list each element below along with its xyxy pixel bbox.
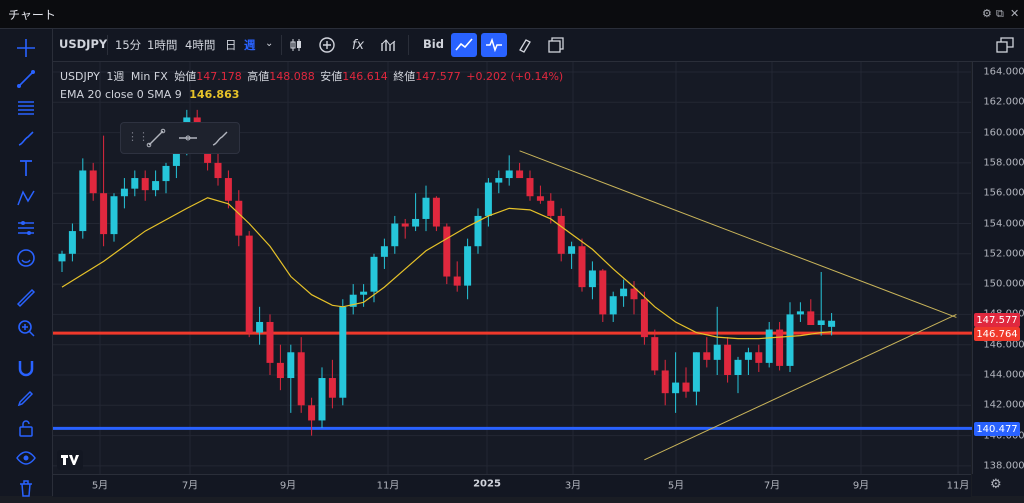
top-toolbar: USDJPY 15分 1時間 4時間 日 週 ⌄ fx Bid bbox=[53, 29, 1024, 62]
price-axis[interactable] bbox=[972, 62, 1024, 474]
time-tick-label: 11月 bbox=[376, 480, 400, 492]
legend-indicator[interactable]: EMA 20 close 0 SMA 9 146.863 bbox=[60, 88, 239, 101]
zoom-icon[interactable] bbox=[8, 313, 44, 343]
time-axis[interactable] bbox=[53, 474, 971, 497]
eye-icon[interactable] bbox=[8, 443, 44, 473]
current-price-tag: 147.577 bbox=[974, 313, 1020, 327]
trash-icon[interactable] bbox=[8, 473, 44, 503]
lock-icon[interactable] bbox=[8, 413, 44, 443]
time-tick-label: 7月 bbox=[181, 480, 199, 492]
time-tick-label: 9月 bbox=[279, 480, 297, 492]
time-tick-label: 9月 bbox=[852, 480, 870, 492]
ruler-icon[interactable] bbox=[8, 283, 44, 313]
brush-icon[interactable] bbox=[8, 123, 44, 153]
pencil-lock-icon[interactable] bbox=[8, 383, 44, 413]
red-line-price-tag: 146.764 bbox=[974, 327, 1020, 341]
time-tick-label: 5月 bbox=[91, 480, 109, 492]
price-tick-label: 160.000 bbox=[983, 127, 1024, 139]
legend-close-label: 終値 bbox=[393, 70, 416, 83]
close-icon[interactable]: ✕ bbox=[1010, 7, 1020, 20]
interval-dropdown-icon[interactable]: ⌄ bbox=[265, 38, 274, 49]
trendline-icon[interactable] bbox=[8, 64, 44, 94]
window-title-bar: チャート ⚙ ⧉ ✕ bbox=[0, 0, 1024, 29]
indicators-icon[interactable]: fx bbox=[351, 37, 365, 53]
price-tick-label: 146.000 bbox=[983, 339, 1024, 351]
price-tick-label: 142.000 bbox=[983, 399, 1024, 411]
fullscreen-icon[interactable] bbox=[992, 33, 1018, 57]
price-tick-label: 138.000 bbox=[983, 460, 1024, 472]
settings-icon[interactable]: ⚙ bbox=[982, 7, 992, 20]
interval-1h[interactable]: 1時間 bbox=[147, 38, 178, 52]
legend-low-label: 安値 bbox=[320, 70, 343, 83]
time-tick-label: 2025 bbox=[473, 478, 501, 490]
floating-drawing-toolbar: ⋮⋮ bbox=[120, 122, 240, 154]
legend-low: 146.614 bbox=[342, 70, 388, 83]
legend-interval: 1週 bbox=[106, 70, 125, 83]
interval-4h[interactable]: 4時間 bbox=[185, 38, 216, 52]
text-icon[interactable] bbox=[8, 153, 44, 183]
interval-1w[interactable]: 週 bbox=[244, 38, 256, 52]
candles-icon[interactable] bbox=[283, 33, 309, 57]
interval-15m[interactable]: 15分 bbox=[115, 38, 142, 52]
price-tick-label: 150.000 bbox=[983, 278, 1024, 290]
emoji-icon[interactable] bbox=[8, 243, 44, 273]
magnet-icon[interactable] bbox=[8, 353, 44, 383]
price-tick-label: 144.000 bbox=[983, 369, 1024, 381]
legend-ohlc: USDJPY 1週 Min FX 始値147.178 高値148.088 安値1… bbox=[60, 68, 563, 84]
window-title: チャート bbox=[8, 8, 56, 22]
legend-close: 147.577 bbox=[415, 70, 461, 83]
replay-icon[interactable] bbox=[481, 33, 507, 57]
layout-icon[interactable] bbox=[543, 33, 569, 57]
tradingview-logo[interactable] bbox=[57, 450, 83, 470]
legend-open-label: 始値 bbox=[174, 70, 197, 83]
divider bbox=[408, 35, 409, 55]
symbol-search[interactable]: USDJPY bbox=[59, 37, 108, 51]
price-tick-label: 156.000 bbox=[983, 187, 1024, 199]
indicator-value: 146.863 bbox=[189, 88, 240, 101]
legend-change: +0.202 (+0.14%) bbox=[466, 70, 564, 83]
time-tick-label: 5月 bbox=[667, 480, 685, 492]
add-compare-icon[interactable] bbox=[314, 33, 340, 57]
divider bbox=[107, 35, 108, 55]
price-tick-label: 164.000 bbox=[983, 66, 1024, 78]
drag-handle-icon[interactable]: ⋮⋮ bbox=[127, 130, 149, 143]
fib-icon[interactable] bbox=[8, 93, 44, 123]
legend-open: 147.178 bbox=[196, 70, 242, 83]
pattern-icon[interactable] bbox=[8, 183, 44, 213]
clear-icon[interactable] bbox=[512, 33, 538, 57]
crosshair-icon[interactable] bbox=[8, 33, 44, 63]
time-tick-label: 7月 bbox=[763, 480, 781, 492]
templates-icon[interactable] bbox=[376, 33, 402, 57]
indicator-name: EMA 20 close 0 SMA 9 bbox=[60, 88, 182, 101]
legend-high-label: 高値 bbox=[247, 70, 270, 83]
float-brush-icon[interactable] bbox=[209, 127, 231, 153]
price-tick-label: 154.000 bbox=[983, 218, 1024, 229]
line-chart-icon[interactable] bbox=[451, 33, 477, 57]
legend-symbol: USDJPY bbox=[60, 70, 100, 83]
settings-gear-icon[interactable]: ⚙ bbox=[990, 477, 1002, 492]
drawing-toolbar bbox=[0, 29, 53, 497]
axis-corner: ⚙ bbox=[972, 474, 1024, 496]
float-trendline-icon[interactable] bbox=[145, 127, 167, 153]
popout-icon[interactable]: ⧉ bbox=[996, 7, 1004, 20]
price-tick-label: 152.000 bbox=[983, 248, 1024, 260]
divider bbox=[281, 35, 282, 55]
legend-exchange: Min FX bbox=[130, 70, 168, 83]
price-tick-label: 162.000 bbox=[983, 96, 1024, 108]
time-tick-label: 3月 bbox=[564, 480, 582, 492]
float-hline-icon[interactable] bbox=[177, 127, 199, 153]
price-type-button[interactable]: Bid bbox=[423, 37, 444, 51]
interval-1d[interactable]: 日 bbox=[225, 38, 237, 52]
price-tick-label: 158.000 bbox=[983, 157, 1024, 169]
blue-line-price-tag: 140.477 bbox=[974, 422, 1020, 436]
time-tick-label: 11月 bbox=[946, 480, 970, 492]
legend-high: 148.088 bbox=[269, 70, 315, 83]
forecast-icon[interactable] bbox=[8, 213, 44, 243]
